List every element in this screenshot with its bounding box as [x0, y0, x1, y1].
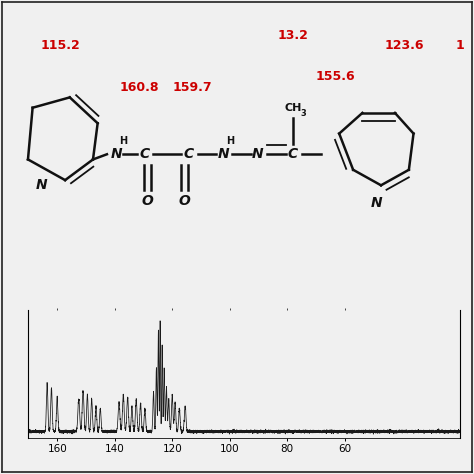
Text: N: N	[36, 178, 48, 192]
Text: 155.6: 155.6	[316, 70, 356, 83]
Text: 123.6: 123.6	[384, 39, 424, 52]
Text: O: O	[179, 194, 191, 208]
Text: O: O	[142, 194, 154, 208]
Text: N: N	[371, 196, 382, 210]
Text: 160.8: 160.8	[120, 81, 159, 93]
Text: 13.2: 13.2	[277, 29, 308, 42]
Text: C: C	[288, 147, 298, 161]
Text: H: H	[119, 137, 127, 146]
Text: N: N	[217, 147, 229, 161]
Text: 1: 1	[456, 39, 465, 52]
Text: N: N	[252, 147, 264, 161]
Text: 159.7: 159.7	[173, 81, 213, 93]
Text: CH: CH	[284, 103, 301, 113]
Text: N: N	[110, 147, 122, 161]
Text: C: C	[183, 147, 193, 161]
Text: 3: 3	[300, 109, 306, 118]
Text: H: H	[226, 137, 234, 146]
Text: 115.2: 115.2	[41, 39, 81, 52]
Text: C: C	[139, 147, 149, 161]
